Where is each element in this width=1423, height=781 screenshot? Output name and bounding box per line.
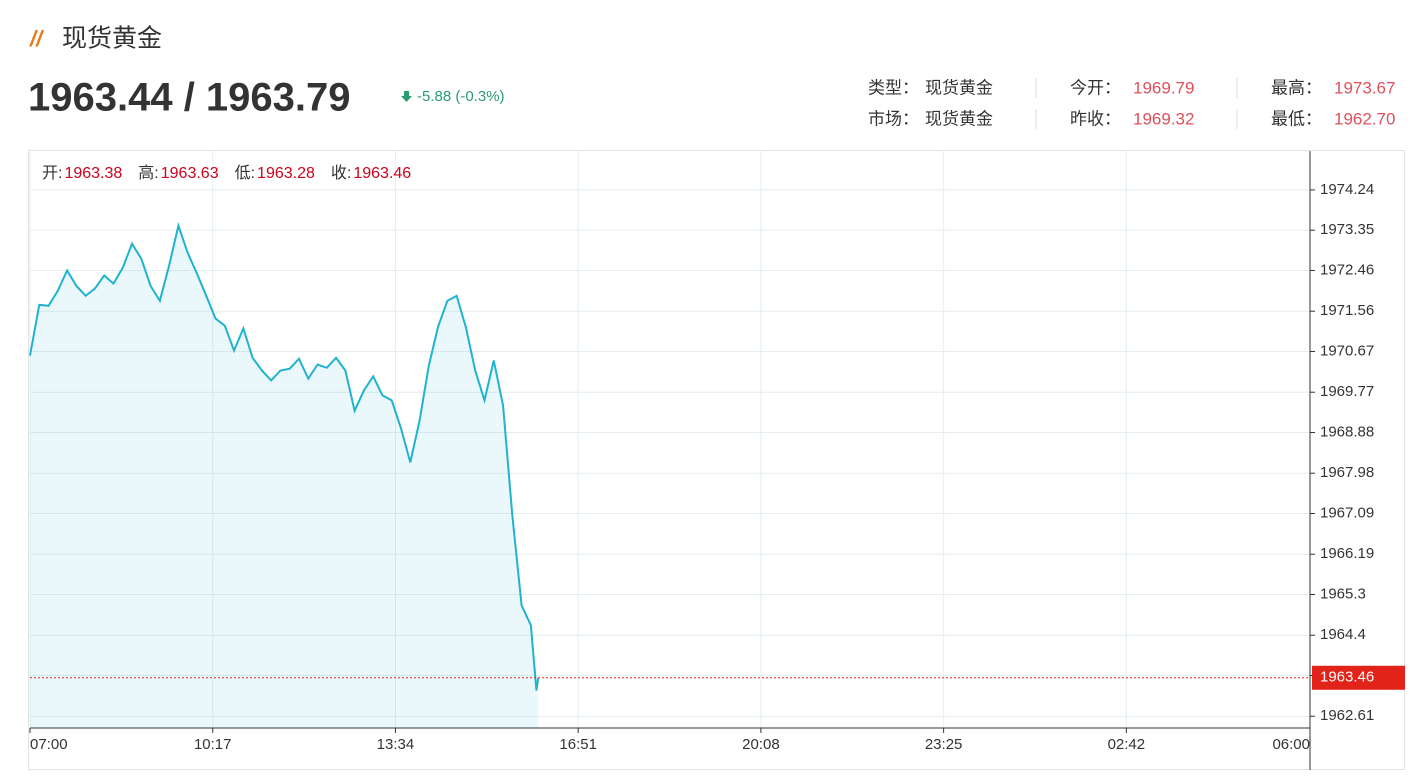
y-tick-label: 1969.77 <box>1320 383 1374 400</box>
x-tick-label: 06:00 <box>1272 736 1310 753</box>
info-value: 1973.67 <box>1334 78 1395 97</box>
y-tick-label: 1970.67 <box>1320 342 1374 359</box>
x-tick-label: 16:51 <box>559 736 597 753</box>
y-tick-label: 1974.24 <box>1320 181 1374 198</box>
y-tick-label: 1964.4 <box>1320 626 1366 643</box>
price: 1963.44 / 1963.79 <box>28 76 351 120</box>
y-tick-label: 1972.46 <box>1320 261 1374 278</box>
info-label: 最低： <box>1271 109 1322 128</box>
plot: 1962.611963.511964.41965.31966.191967.09… <box>29 151 1405 770</box>
y-tick-label: 1968.88 <box>1320 423 1374 440</box>
info-label: 昨收： <box>1070 109 1121 128</box>
x-tick-label: 10:17 <box>194 736 232 753</box>
info-value: 现货黄金 <box>925 109 993 128</box>
info-value: 1969.79 <box>1133 78 1194 97</box>
info-value: 1962.70 <box>1334 109 1395 128</box>
info-label: 类型： <box>868 78 919 97</box>
area <box>30 225 539 728</box>
x-tick-label: 20:08 <box>742 736 780 753</box>
ohlc-value: 1963.63 <box>161 165 219 182</box>
y-tick-label: 1967.09 <box>1320 504 1374 521</box>
change: -5.88 (-0.3%) <box>417 88 505 105</box>
y-tick-label: 1973.35 <box>1320 221 1374 238</box>
ohlc-value: 1963.28 <box>257 165 315 182</box>
y-tick-label: 1965.3 <box>1320 585 1366 602</box>
ohlc-label: 低: <box>235 164 255 182</box>
ohlc-value: 1963.38 <box>64 165 122 182</box>
info-value: 1969.32 <box>1133 109 1194 128</box>
logo-icon: // <box>29 26 45 51</box>
chart-frame <box>28 150 1405 770</box>
info-value: 现货黄金 <box>925 78 993 97</box>
y-tick-label: 1971.56 <box>1320 302 1374 319</box>
x-tick-label: 02:42 <box>1108 736 1146 753</box>
ohlc-label: 开: <box>42 165 62 182</box>
line <box>29 222 540 691</box>
y-tick-label: 1967.98 <box>1320 464 1374 481</box>
ohlc-label: 高: <box>138 164 158 182</box>
y-tick-label: 1962.61 <box>1320 707 1374 724</box>
x-tick-label: 13:34 <box>377 736 415 753</box>
last-price-box <box>1312 665 1405 690</box>
info-label: 最高： <box>1271 78 1322 97</box>
ohlc-value: 1963.46 <box>353 165 411 182</box>
info-label: 今开： <box>1070 78 1121 97</box>
info-label: 市场： <box>868 109 919 128</box>
down-arrow <box>401 91 412 102</box>
title: 现货黄金 <box>62 25 162 53</box>
x-tick-label: 07:00 <box>30 736 68 753</box>
x-tick-label: 23:25 <box>925 736 963 753</box>
y-tick-label: 1966.19 <box>1320 545 1374 562</box>
last-price-label: 1963.46 <box>1320 669 1374 686</box>
ohlc-label: 收: <box>331 164 351 182</box>
